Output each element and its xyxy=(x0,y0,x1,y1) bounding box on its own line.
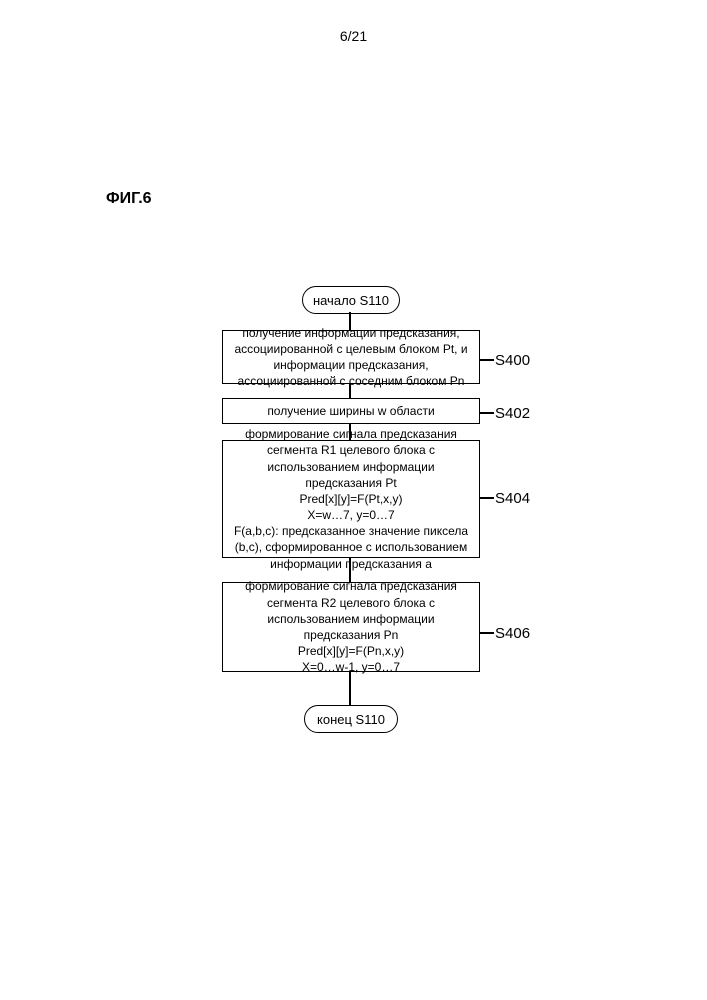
label-tick xyxy=(480,497,494,499)
process-s402: получение ширины w области xyxy=(222,398,480,424)
connector xyxy=(349,312,351,330)
label-tick xyxy=(480,359,494,361)
end-terminator: конец S110 xyxy=(304,705,398,733)
step-label-s402: S402 xyxy=(495,405,530,422)
connector xyxy=(349,384,351,398)
step-label-s406: S406 xyxy=(495,625,530,642)
step-label-s404: S404 xyxy=(495,490,530,507)
label-tick xyxy=(480,632,494,634)
connector xyxy=(349,672,351,705)
process-s406: формирование сигнала предсказания сегмен… xyxy=(222,582,480,672)
connector xyxy=(349,558,351,582)
start-terminator: начало S110 xyxy=(302,286,400,314)
process-s400: получение информации предсказания, ассоц… xyxy=(222,330,480,384)
process-s404: формирование сигнала предсказания сегмен… xyxy=(222,440,480,558)
label-tick xyxy=(480,412,494,414)
flowchart: начало S110 конец S110 получение информа… xyxy=(0,0,707,1000)
connector xyxy=(349,424,351,440)
step-label-s400: S400 xyxy=(495,352,530,369)
